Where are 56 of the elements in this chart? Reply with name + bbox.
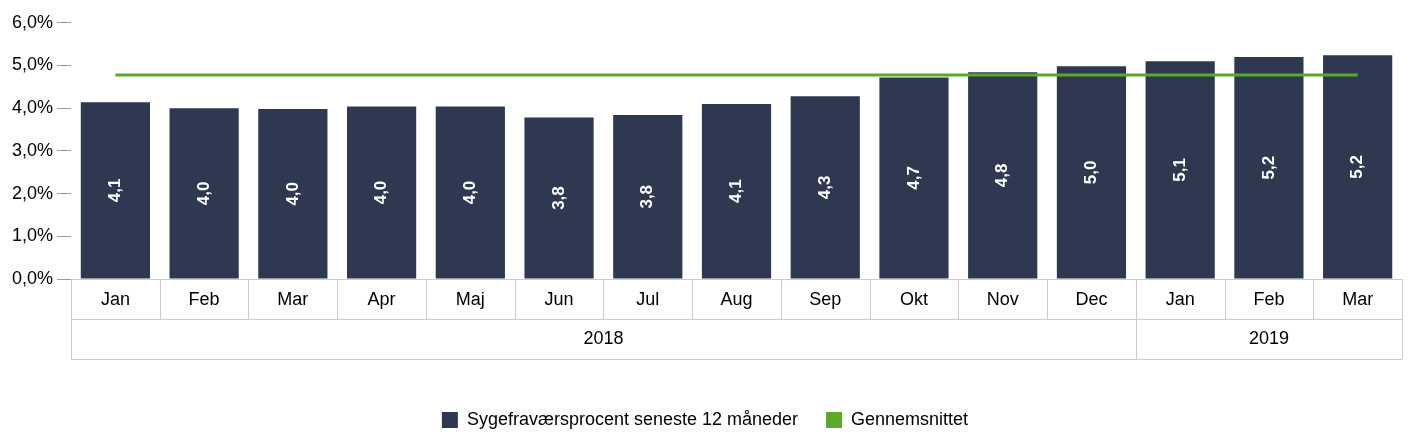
x-tick-label: Feb bbox=[1253, 288, 1285, 309]
data-label: 3,8 bbox=[548, 186, 568, 210]
y-tick-label: 5,0% bbox=[12, 54, 54, 75]
legend-label: Sygefraværsprocent seneste 12 måneder bbox=[466, 408, 799, 429]
data-label: 5,0 bbox=[1081, 160, 1101, 185]
x-tick-label: Maj bbox=[455, 288, 485, 309]
bar bbox=[1145, 61, 1215, 279]
x-tick-label: Jan bbox=[100, 288, 130, 309]
data-label: 4,3 bbox=[814, 175, 834, 200]
bar bbox=[1323, 55, 1393, 279]
text: 2019 bbox=[1248, 327, 1289, 348]
data-label: 4,7 bbox=[903, 166, 923, 190]
x-tick-label: Aug bbox=[720, 288, 753, 309]
data-label: 4,8 bbox=[992, 163, 1012, 188]
data-label: 5,1 bbox=[1169, 158, 1189, 182]
x-tick-label: Okt bbox=[899, 288, 928, 309]
data-label: 5,2 bbox=[1258, 155, 1278, 180]
x-tick-label: Feb bbox=[188, 288, 220, 309]
x-tick-label: Sep bbox=[809, 288, 842, 309]
x-tick-label: Jul bbox=[636, 288, 660, 309]
bar bbox=[1234, 56, 1304, 279]
x-tick-label: Dec bbox=[1075, 288, 1108, 309]
bar bbox=[346, 106, 417, 279]
text: 2018 bbox=[583, 327, 624, 348]
x-tick-label: Apr bbox=[367, 288, 396, 309]
y-tick-label: 2,0% bbox=[12, 182, 54, 203]
bar bbox=[80, 102, 150, 279]
bar bbox=[701, 103, 772, 279]
legend-label: Gennemsnittet bbox=[851, 408, 969, 429]
y-tick-label: 1,0% bbox=[12, 225, 54, 246]
data-label: 4,1 bbox=[105, 178, 125, 203]
bar bbox=[790, 96, 860, 279]
data-label: 4,0 bbox=[193, 181, 213, 206]
data-label: 4,0 bbox=[460, 180, 480, 205]
bar bbox=[169, 108, 239, 279]
bar bbox=[258, 109, 328, 279]
bar bbox=[613, 115, 683, 279]
data-label: 4,0 bbox=[282, 181, 302, 206]
y-tick-label: 0,0% bbox=[12, 267, 54, 288]
data-label: 5,2 bbox=[1347, 155, 1367, 179]
data-label: 3,8 bbox=[637, 184, 657, 209]
y-tick-label: 3,0% bbox=[12, 139, 54, 160]
x-tick-label: Jun bbox=[544, 288, 574, 309]
x-tick-label: Mar bbox=[277, 288, 309, 309]
y-tick-label: 4,0% bbox=[12, 97, 54, 118]
bar bbox=[1056, 66, 1127, 279]
y-tick-label: 6,0% bbox=[12, 11, 54, 32]
bar bbox=[524, 117, 594, 279]
x-tick-label: Jan bbox=[1165, 288, 1195, 309]
data-label: 4,0 bbox=[371, 180, 391, 205]
bar bbox=[435, 106, 505, 279]
data-label: 4,1 bbox=[726, 179, 746, 204]
bar bbox=[879, 77, 949, 279]
x-tick-label: Nov bbox=[986, 288, 1019, 309]
x-tick-label: Mar bbox=[1342, 288, 1374, 309]
bar bbox=[968, 72, 1038, 279]
